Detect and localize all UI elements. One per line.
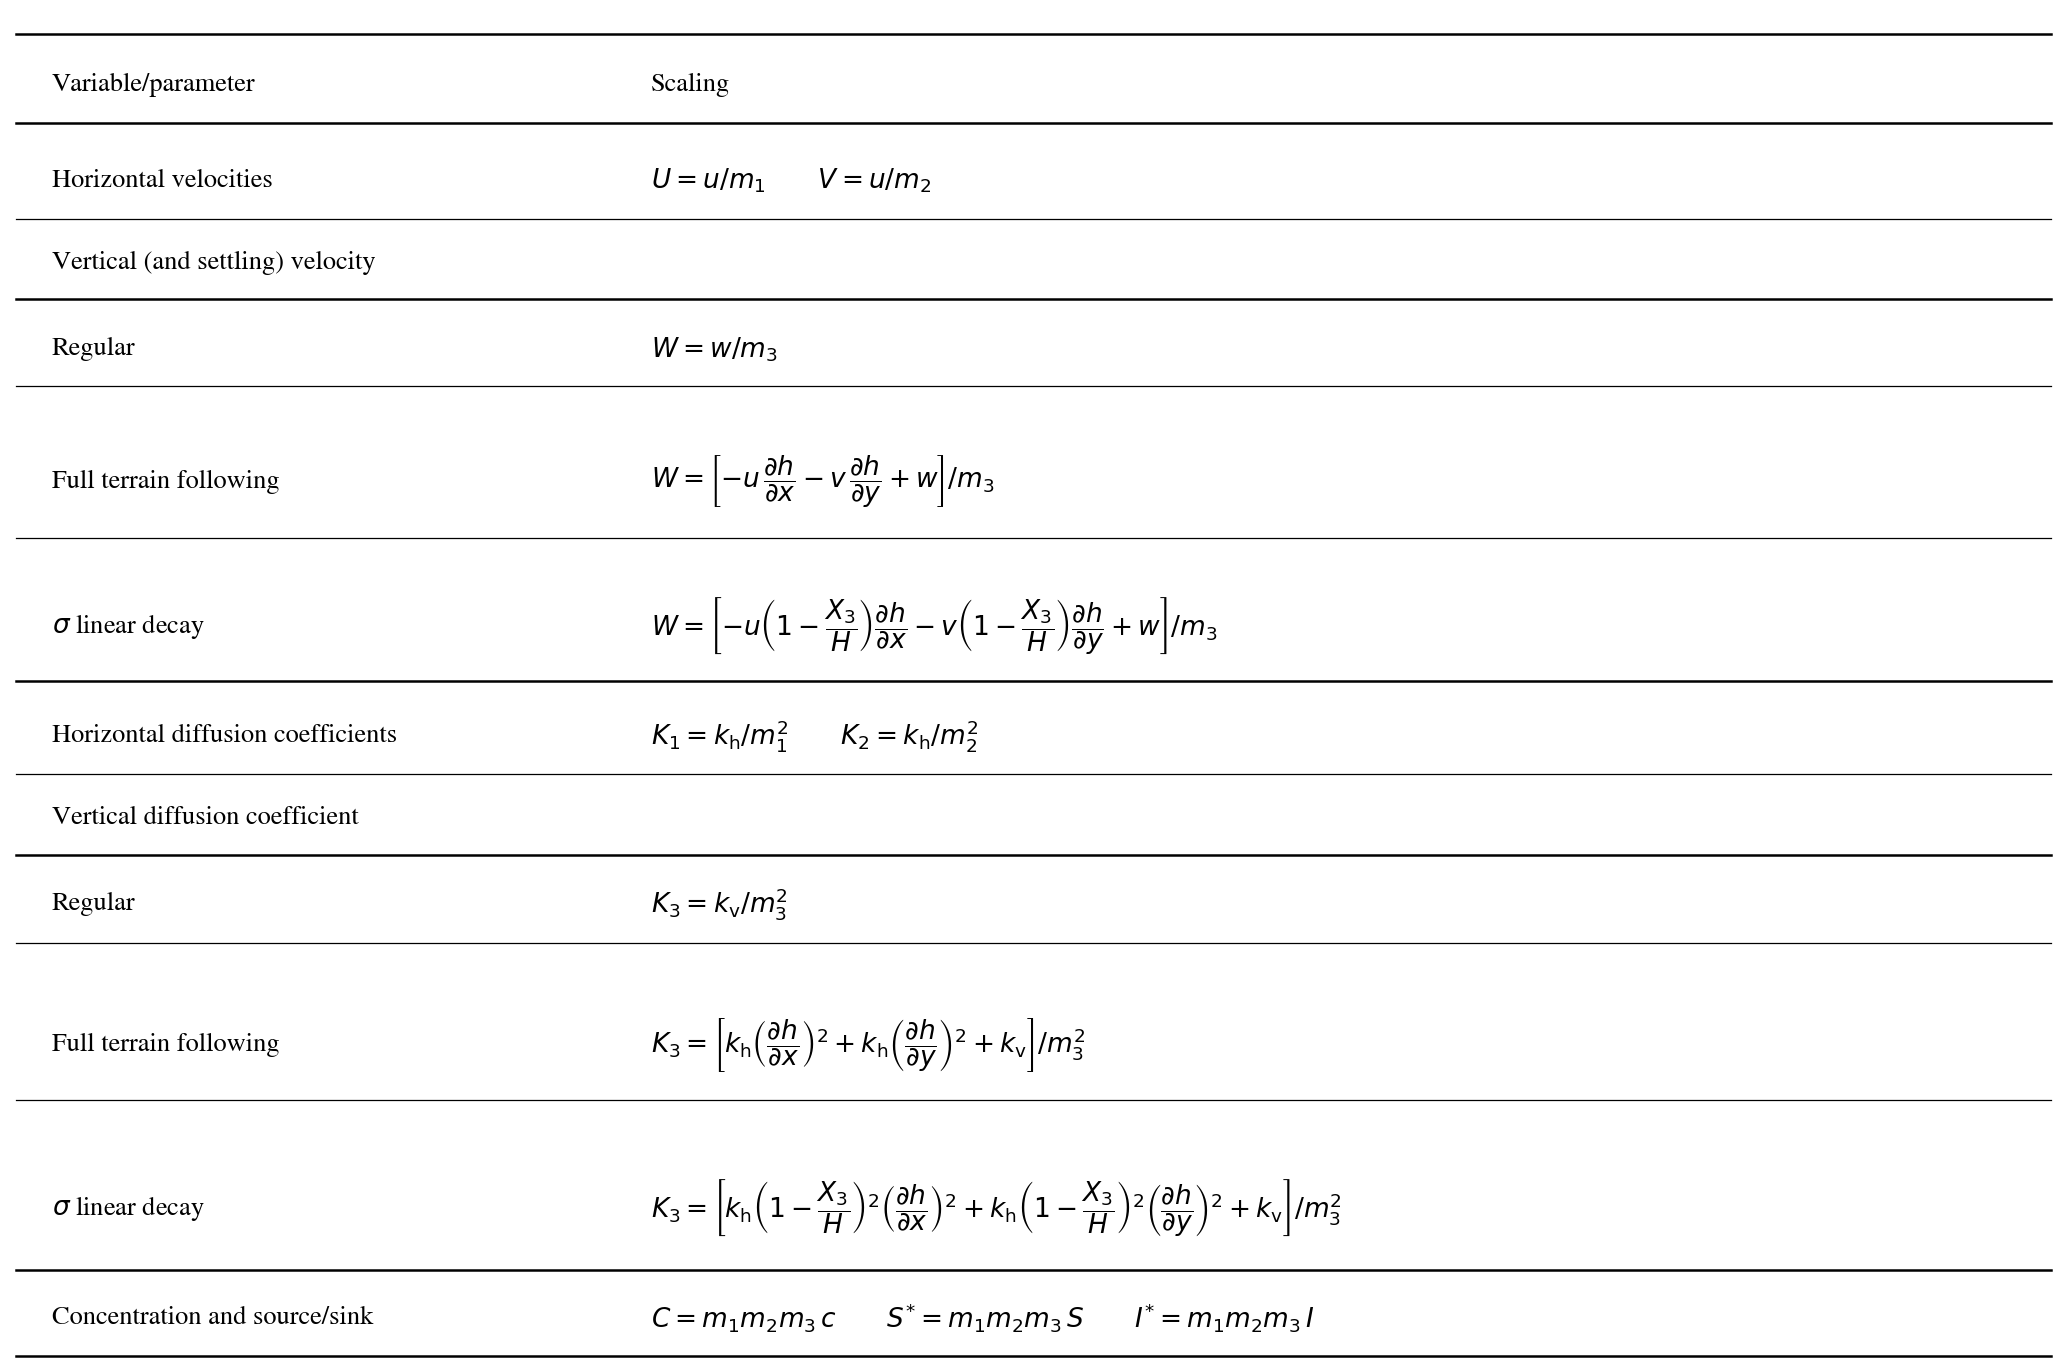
Text: Horizontal velocities: Horizontal velocities <box>52 169 273 193</box>
Text: $U=u/m_{1}\quad\quad V=u/m_{2}$: $U=u/m_{1}\quad\quad V=u/m_{2}$ <box>651 167 932 195</box>
Text: Vertical (and settling) velocity: Vertical (and settling) velocity <box>52 251 376 275</box>
Text: $W=\left[-u\left(1-\dfrac{X_{3}}{H}\right)\dfrac{\partial h}{\partial x}-v\left(: $W=\left[-u\left(1-\dfrac{X_{3}}{H}\righ… <box>651 595 1217 658</box>
Text: Horizontal diffusion coefficients: Horizontal diffusion coefficients <box>52 723 397 748</box>
Text: Scaling: Scaling <box>651 73 730 97</box>
Text: $K_{3}=\left[k_{\mathrm{h}}\left(1-\dfrac{X_{3}}{H}\right)^{2}\left(\dfrac{\part: $K_{3}=\left[k_{\mathrm{h}}\left(1-\dfra… <box>651 1177 1341 1240</box>
Text: Regular: Regular <box>52 337 134 362</box>
Text: Full terrain following: Full terrain following <box>52 1033 279 1058</box>
Text: $C=m_{1}m_{2}m_{3}\,c\quad\quad S^{*}=m_{1}m_{2}m_{3}\,S\quad\quad I^{*}=m_{1}m_: $C=m_{1}m_{2}m_{3}\,c\quad\quad S^{*}=m_… <box>651 1302 1315 1334</box>
Text: $\sigma$ linear decay: $\sigma$ linear decay <box>52 1193 205 1223</box>
Text: $W=\left[-u\,\dfrac{\partial h}{\partial x}-v\,\dfrac{\partial h}{\partial y}+w\: $W=\left[-u\,\dfrac{\partial h}{\partial… <box>651 453 994 511</box>
Text: Full terrain following: Full terrain following <box>52 470 279 495</box>
Text: $\sigma$ linear decay: $\sigma$ linear decay <box>52 611 205 641</box>
Text: Variable/parameter: Variable/parameter <box>52 73 256 97</box>
Text: Regular: Regular <box>52 892 134 917</box>
Text: $W=w/m_{3}$: $W=w/m_{3}$ <box>651 336 777 363</box>
Text: Concentration and source/sink: Concentration and source/sink <box>52 1306 372 1330</box>
Text: $K_{3}=\left[k_{\mathrm{h}}\left(\dfrac{\partial h}{\partial x}\right)^{2}+k_{\m: $K_{3}=\left[k_{\mathrm{h}}\left(\dfrac{… <box>651 1017 1085 1074</box>
Text: Vertical diffusion coefficient: Vertical diffusion coefficient <box>52 806 358 830</box>
Text: $K_{1}=k_{\mathrm{h}}/m_{1}^{2}\quad\quad K_{2}=k_{\mathrm{h}}/m_{2}^{2}$: $K_{1}=k_{\mathrm{h}}/m_{1}^{2}\quad\qua… <box>651 718 978 754</box>
Text: $K_{3}=k_{\mathrm{v}}/m_{3}^{2}$: $K_{3}=k_{\mathrm{v}}/m_{3}^{2}$ <box>651 886 788 922</box>
